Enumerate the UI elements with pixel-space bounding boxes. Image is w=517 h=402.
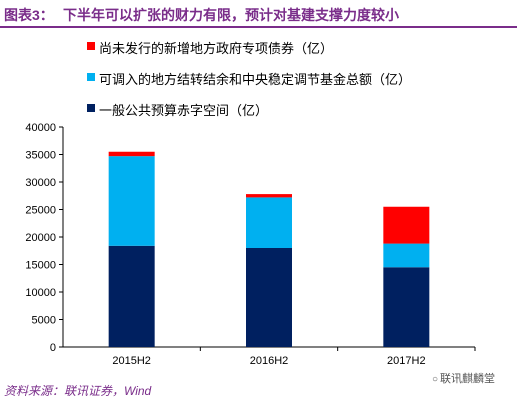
wechat-icon: ○	[432, 374, 439, 385]
legend-swatch-transfer	[87, 73, 95, 81]
watermark-text: 联讯麒麟堂	[440, 373, 496, 385]
legend-label-bond: 尚未发行的新增地方政府专项债券（亿）	[99, 41, 334, 56]
bar-segment	[246, 248, 292, 347]
bar-segment	[108, 245, 155, 347]
legend-label-transfer: 可调入的地方结转结余和中央稳定调节基金总额（亿）	[99, 72, 412, 87]
x-tick-label: 2017H2	[387, 355, 426, 367]
x-tick-label: 2016H2	[250, 355, 289, 367]
source-note: 资料来源：联讯证券，Wind	[4, 384, 152, 398]
figure-label: 图表3：	[4, 7, 54, 23]
y-tick-label: 0	[50, 342, 56, 354]
bar-segment	[108, 151, 155, 157]
y-tick-label: 40000	[25, 122, 56, 134]
title-bar: 图表3： 下半年可以扩张的财力有限，预计对基建支撑力度较小	[0, 0, 517, 28]
y-tick-label: 20000	[25, 232, 56, 244]
bar-segment	[383, 206, 430, 244]
bar-segment	[383, 243, 430, 268]
bar-segment	[246, 194, 292, 198]
legend-label-deficit: 一般公共预算赤字空间（亿）	[99, 103, 269, 118]
watermark: ○ 联讯麒麟堂	[432, 370, 495, 386]
chart-title: 下半年可以扩张的财力有限，预计对基建支撑力度较小	[63, 7, 399, 23]
bar-segment	[108, 156, 155, 246]
legend-swatch-bond	[87, 42, 95, 50]
y-tick-label: 25000	[25, 205, 56, 217]
x-tick-label: 2015H2	[112, 355, 151, 367]
y-tick-label: 35000	[25, 150, 56, 162]
y-tick-label: 15000	[25, 260, 56, 272]
y-tick-label: 10000	[25, 287, 56, 299]
legend-swatch-deficit	[87, 104, 95, 112]
bar-segment	[246, 197, 292, 248]
bar-segment	[383, 267, 430, 347]
y-tick-label: 5000	[32, 315, 56, 327]
y-tick-label: 30000	[25, 177, 56, 189]
